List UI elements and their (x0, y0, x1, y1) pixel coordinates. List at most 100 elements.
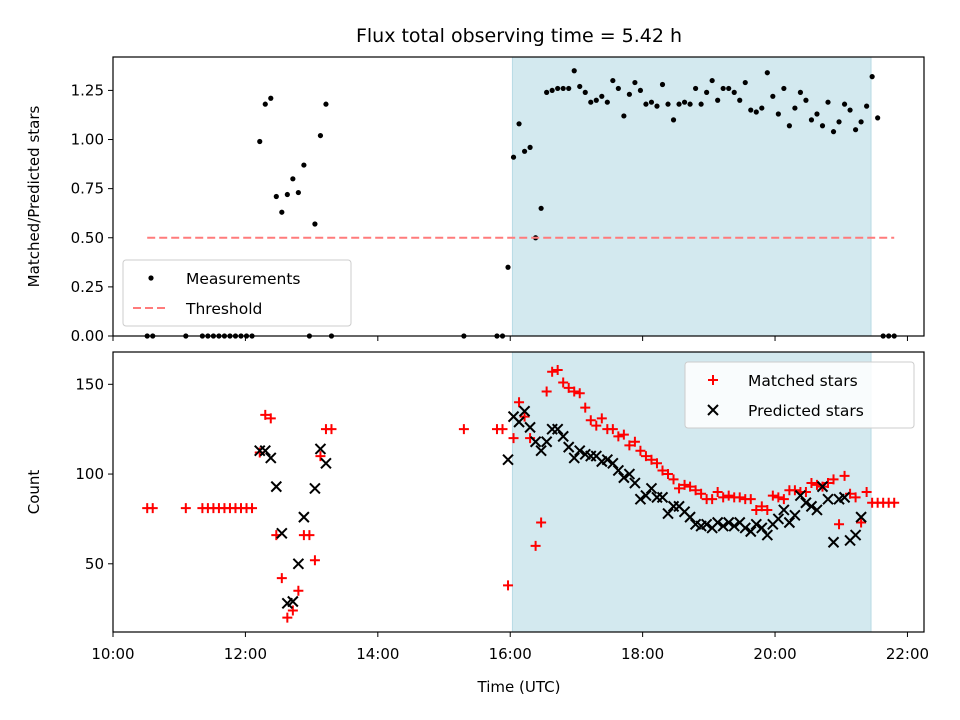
data-point (273, 193, 279, 200)
data-point (847, 107, 853, 113)
data-point (301, 162, 307, 168)
x-tick-label: 18:00 (621, 645, 664, 663)
data-point (458, 424, 469, 435)
data-point (607, 424, 618, 435)
data-point (276, 573, 287, 584)
data-point (516, 121, 522, 127)
data-point (674, 483, 685, 494)
data-point (574, 388, 585, 399)
data-point (748, 107, 754, 113)
data-point (635, 445, 646, 456)
data-point (690, 485, 701, 496)
data-point (621, 113, 627, 119)
data-point (709, 77, 715, 84)
data-point (566, 85, 572, 92)
data-point (654, 103, 660, 109)
data-point (756, 501, 767, 512)
legend-label: Threshold (185, 300, 262, 318)
data-point (838, 491, 851, 504)
data-point (265, 452, 277, 464)
data-point (282, 612, 293, 623)
data-point (676, 101, 682, 107)
data-point (750, 518, 762, 531)
data-point (292, 558, 305, 570)
data-point (684, 511, 696, 523)
data-point (612, 464, 625, 477)
legend-marker (708, 375, 718, 385)
data-point (613, 431, 624, 442)
data-point (662, 507, 674, 520)
data-point (632, 79, 638, 86)
data-point (624, 440, 635, 451)
data-point (315, 451, 326, 462)
chart-title: Flux total observing time = 5.42 h (356, 25, 682, 47)
data-point (722, 516, 735, 529)
data-point (549, 87, 555, 94)
data-point (811, 504, 823, 516)
data-point (562, 441, 575, 453)
data-point (651, 458, 662, 469)
y-tick-label: 1.25 (71, 81, 104, 99)
data-point (593, 97, 599, 103)
data-point (767, 490, 778, 501)
data-point (849, 529, 862, 541)
data-point (825, 99, 831, 105)
data-point (665, 101, 671, 107)
data-point (530, 540, 541, 551)
data-point (663, 469, 674, 480)
data-point (279, 209, 285, 215)
data-point (819, 123, 826, 129)
data-point (696, 488, 707, 499)
bottom-panel: 50 100 150 10:00 12:00 14:00 16:00 18:00 20:00 22… (25, 351, 929, 663)
data-point (618, 471, 630, 484)
data-point (668, 474, 679, 485)
series-measurements (144, 68, 897, 339)
data-point (147, 503, 158, 514)
data-point (260, 409, 271, 420)
data-point (778, 494, 789, 505)
data-point (326, 424, 337, 435)
data-point (287, 595, 299, 608)
legend-label: Matched stars (748, 372, 858, 390)
data-point (753, 109, 759, 115)
data-point (764, 70, 770, 76)
data-point (312, 221, 318, 227)
data-point (751, 504, 762, 515)
data-point (841, 101, 848, 107)
data-point (588, 99, 594, 105)
data-point (247, 503, 258, 514)
data-point (510, 154, 517, 160)
data-point (557, 430, 569, 443)
data-point (640, 489, 652, 502)
data-point (711, 516, 724, 529)
data-point (599, 93, 605, 99)
data-point (827, 536, 840, 548)
data-point (637, 87, 644, 94)
data-point (852, 127, 859, 133)
legend-label: Predicted stars (748, 402, 864, 420)
data-point (615, 85, 621, 92)
data-point (698, 101, 704, 107)
data-point (816, 480, 829, 493)
data-point (585, 415, 596, 426)
data-point (814, 111, 820, 117)
data-point (707, 494, 718, 505)
data-point (797, 89, 804, 95)
data-point (822, 493, 834, 505)
y-axis-label: Matched/Predicted stars (25, 106, 43, 288)
data-point (270, 480, 283, 493)
data-point (560, 85, 566, 92)
data-point (284, 191, 290, 198)
data-point (513, 416, 525, 428)
data-point (864, 103, 870, 109)
data-point (794, 489, 807, 502)
data-point (547, 366, 558, 377)
data-point (659, 81, 666, 88)
data-point (290, 176, 296, 182)
data-point (544, 89, 550, 95)
data-point (712, 487, 723, 497)
data-point (257, 138, 263, 145)
data-point (715, 97, 721, 103)
data-point (734, 492, 745, 503)
data-point (692, 85, 699, 92)
